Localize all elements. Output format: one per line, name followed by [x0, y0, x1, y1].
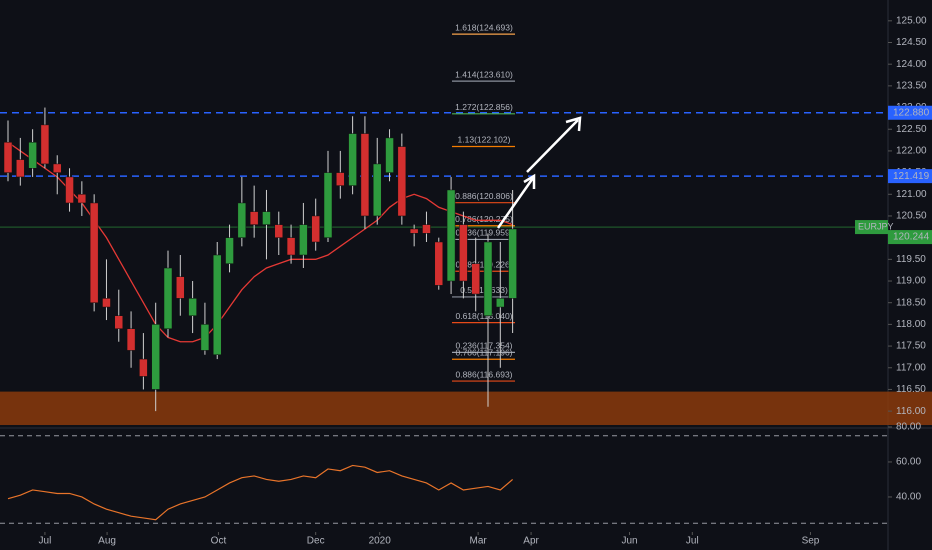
last-price-label: 120.244	[893, 232, 930, 243]
candle-body	[249, 211, 259, 225]
candle-body	[225, 237, 234, 264]
level-label: 121.419	[893, 171, 930, 182]
x-tick-label: Dec	[307, 536, 325, 547]
candle-body	[397, 146, 407, 217]
candle-body	[262, 211, 271, 225]
candle-body	[151, 324, 160, 390]
level-label: 122.880	[893, 107, 930, 118]
y-tick-label: 119.50	[896, 254, 926, 265]
y-tick-label: 116.50	[896, 384, 926, 395]
x-tick-label: Jul	[686, 536, 699, 547]
fib-label: 0.236(117.354)	[455, 341, 512, 351]
fib-label: 0.236(119.959)	[455, 228, 512, 238]
x-tick-label: Oct	[211, 536, 227, 547]
candle-body	[348, 133, 357, 186]
y-tick-label: 60.00	[896, 457, 921, 468]
candle-body	[139, 358, 148, 377]
plot: 116.00 116.50 117.00 117.50 118.00 118.50 119.…	[0, 15, 932, 547]
fib-label: 1.272(122.856)	[455, 102, 513, 112]
candle-body	[28, 141, 37, 169]
x-tick-label: Jul	[39, 536, 52, 547]
arrow	[496, 116, 582, 229]
y-tick-label: 121.00	[896, 189, 927, 200]
x-tick-label: Mar	[470, 536, 488, 547]
fib-label: 0.886(120.806)	[455, 191, 513, 201]
fib-label: 0.786(117.196)	[455, 348, 512, 358]
fib-label: 1.618(124.693)	[455, 22, 513, 32]
candle-body	[176, 276, 185, 299]
candle-body	[286, 237, 296, 256]
support-zone	[0, 391, 932, 425]
level-badge	[888, 169, 932, 184]
candle-body	[77, 194, 87, 204]
x-tick-label: Sep	[802, 536, 820, 547]
x-tick-label: Aug	[98, 536, 116, 547]
candle-body	[89, 202, 99, 303]
candle-body	[65, 176, 74, 204]
y-tick-label: 124.00	[896, 59, 927, 70]
candle-body	[3, 141, 13, 173]
candle-body	[274, 224, 284, 238]
candle-body	[163, 267, 173, 329]
candle-body	[114, 315, 124, 329]
candle-body	[336, 172, 345, 186]
candle-body	[102, 298, 111, 308]
y-tick-label: 122.50	[896, 124, 927, 135]
y-tick-label: 119.00	[896, 276, 926, 287]
y-tick-label: 116.00	[896, 406, 926, 417]
candle-body	[237, 202, 247, 238]
y-tick-label: 120.50	[896, 211, 927, 222]
fib-label: 1.13(122.102)	[458, 135, 511, 145]
candle-body	[434, 241, 444, 286]
candle-body	[471, 263, 480, 295]
level-badge	[888, 105, 932, 120]
symbol-label: EURJPY	[858, 221, 894, 231]
rsi-line	[7, 464, 514, 521]
candle-body	[446, 189, 456, 282]
y-tick-label: 80.00	[896, 422, 921, 433]
y-tick-label: 40.00	[896, 492, 921, 503]
fib-label: 1.414(123.610)	[455, 69, 513, 79]
candle-body	[508, 228, 517, 299]
candle-body	[212, 254, 222, 355]
candle-body	[188, 298, 197, 316]
candle-body	[372, 163, 382, 217]
x-tick-label: 2020	[369, 536, 392, 547]
y-tick-label: 118.00	[896, 319, 926, 330]
candle-body	[483, 241, 493, 316]
last-price-badge	[888, 230, 932, 245]
candle-body	[360, 133, 370, 217]
y-tick-label: 124.50	[896, 37, 927, 48]
y-tick-label: 123.50	[896, 81, 927, 92]
candle-body	[52, 163, 62, 173]
x-tick-label: Apr	[523, 536, 539, 547]
y-tick-label: 117.00	[896, 362, 926, 373]
candle-body	[40, 124, 50, 165]
candle-body	[496, 298, 505, 308]
y-tick-label: 117.50	[896, 341, 926, 352]
y-tick-label: 118.50	[896, 297, 926, 308]
x-tick-label: Jun	[621, 536, 637, 547]
candle-body	[409, 228, 419, 234]
y-tick-label: 122.00	[896, 146, 927, 157]
candle-body	[422, 224, 431, 234]
symbol-badge	[855, 220, 888, 235]
candle-body	[126, 328, 136, 351]
fib-label: 0.886(116.693)	[455, 369, 512, 379]
candle-body	[200, 324, 210, 351]
candle-body	[16, 159, 25, 178]
y-tick-label: 125.00	[896, 15, 927, 26]
candle-body	[323, 172, 333, 238]
candle-body	[385, 137, 394, 173]
candle-body	[299, 224, 308, 256]
candle-body	[311, 215, 320, 243]
fib-label: 0.786(120.275)	[455, 214, 513, 224]
candle-body	[459, 224, 468, 282]
